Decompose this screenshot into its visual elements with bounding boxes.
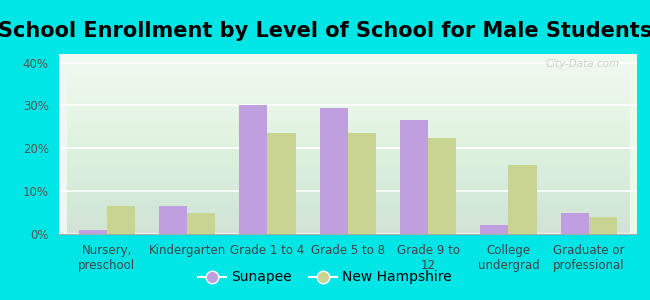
- Bar: [480, 225, 508, 234]
- Bar: [107, 206, 135, 234]
- Bar: [589, 217, 617, 234]
- Text: City-Data.com: City-Data.com: [545, 59, 619, 69]
- Bar: [239, 105, 267, 234]
- Bar: [267, 133, 296, 234]
- Bar: [187, 213, 215, 234]
- Legend: Sunapee, New Hampshire: Sunapee, New Hampshire: [192, 265, 458, 290]
- Bar: [348, 133, 376, 234]
- Bar: [508, 165, 536, 234]
- Bar: [561, 213, 589, 234]
- Bar: [79, 230, 107, 234]
- Bar: [428, 138, 456, 234]
- Text: School Enrollment by Level of School for Male Students: School Enrollment by Level of School for…: [0, 21, 650, 41]
- Bar: [320, 108, 348, 234]
- Bar: [400, 120, 428, 234]
- Bar: [159, 206, 187, 234]
